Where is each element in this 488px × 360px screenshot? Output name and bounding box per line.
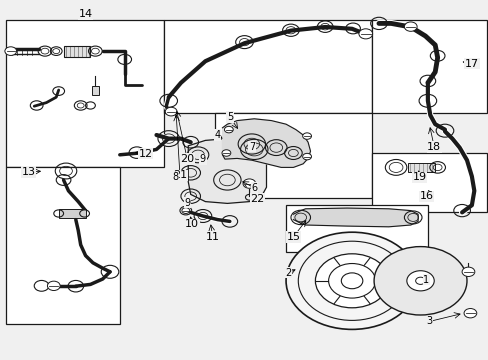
Circle shape <box>222 150 230 156</box>
Text: 5: 5 <box>226 112 232 122</box>
Text: 7: 7 <box>248 142 254 152</box>
Circle shape <box>47 281 60 291</box>
Circle shape <box>165 107 177 116</box>
Circle shape <box>463 309 476 318</box>
Text: 10: 10 <box>185 219 199 229</box>
Circle shape <box>302 153 311 160</box>
Text: 13: 13 <box>21 167 35 177</box>
Bar <box>407 163 434 172</box>
Circle shape <box>406 271 433 291</box>
Text: 9: 9 <box>184 198 190 208</box>
Text: 22: 22 <box>250 194 264 204</box>
Circle shape <box>5 47 17 55</box>
Text: 18: 18 <box>427 142 440 152</box>
Text: 14: 14 <box>79 9 92 19</box>
Bar <box>59 209 85 218</box>
Polygon shape <box>188 139 266 203</box>
Polygon shape <box>222 119 310 167</box>
Bar <box>6 167 120 324</box>
Text: 16: 16 <box>419 191 432 201</box>
Bar <box>163 20 371 113</box>
Text: 6: 6 <box>251 183 257 193</box>
Bar <box>6 20 163 167</box>
Text: 9: 9 <box>200 154 205 164</box>
Text: 21: 21 <box>173 170 186 180</box>
Bar <box>371 153 486 212</box>
Circle shape <box>182 208 189 213</box>
Bar <box>371 20 486 113</box>
Text: 12: 12 <box>139 149 152 159</box>
Text: 3: 3 <box>426 316 431 327</box>
Circle shape <box>373 247 466 315</box>
Circle shape <box>243 179 255 188</box>
Text: 1: 1 <box>423 275 428 285</box>
Circle shape <box>224 126 233 133</box>
Text: 11: 11 <box>205 232 219 242</box>
Polygon shape <box>293 208 417 227</box>
Bar <box>285 205 427 252</box>
Text: 8: 8 <box>172 172 178 183</box>
Text: 4: 4 <box>214 130 220 140</box>
Text: 15: 15 <box>286 232 300 242</box>
Circle shape <box>358 29 372 39</box>
Circle shape <box>461 267 474 276</box>
Bar <box>92 86 99 95</box>
Text: 17: 17 <box>464 59 478 69</box>
Circle shape <box>404 22 416 31</box>
Text: 2: 2 <box>285 268 291 278</box>
Bar <box>63 46 90 57</box>
Bar <box>215 113 371 198</box>
Circle shape <box>285 232 417 329</box>
Text: 20: 20 <box>180 154 194 164</box>
Circle shape <box>302 133 311 139</box>
Circle shape <box>315 254 388 308</box>
Text: 19: 19 <box>412 172 426 183</box>
